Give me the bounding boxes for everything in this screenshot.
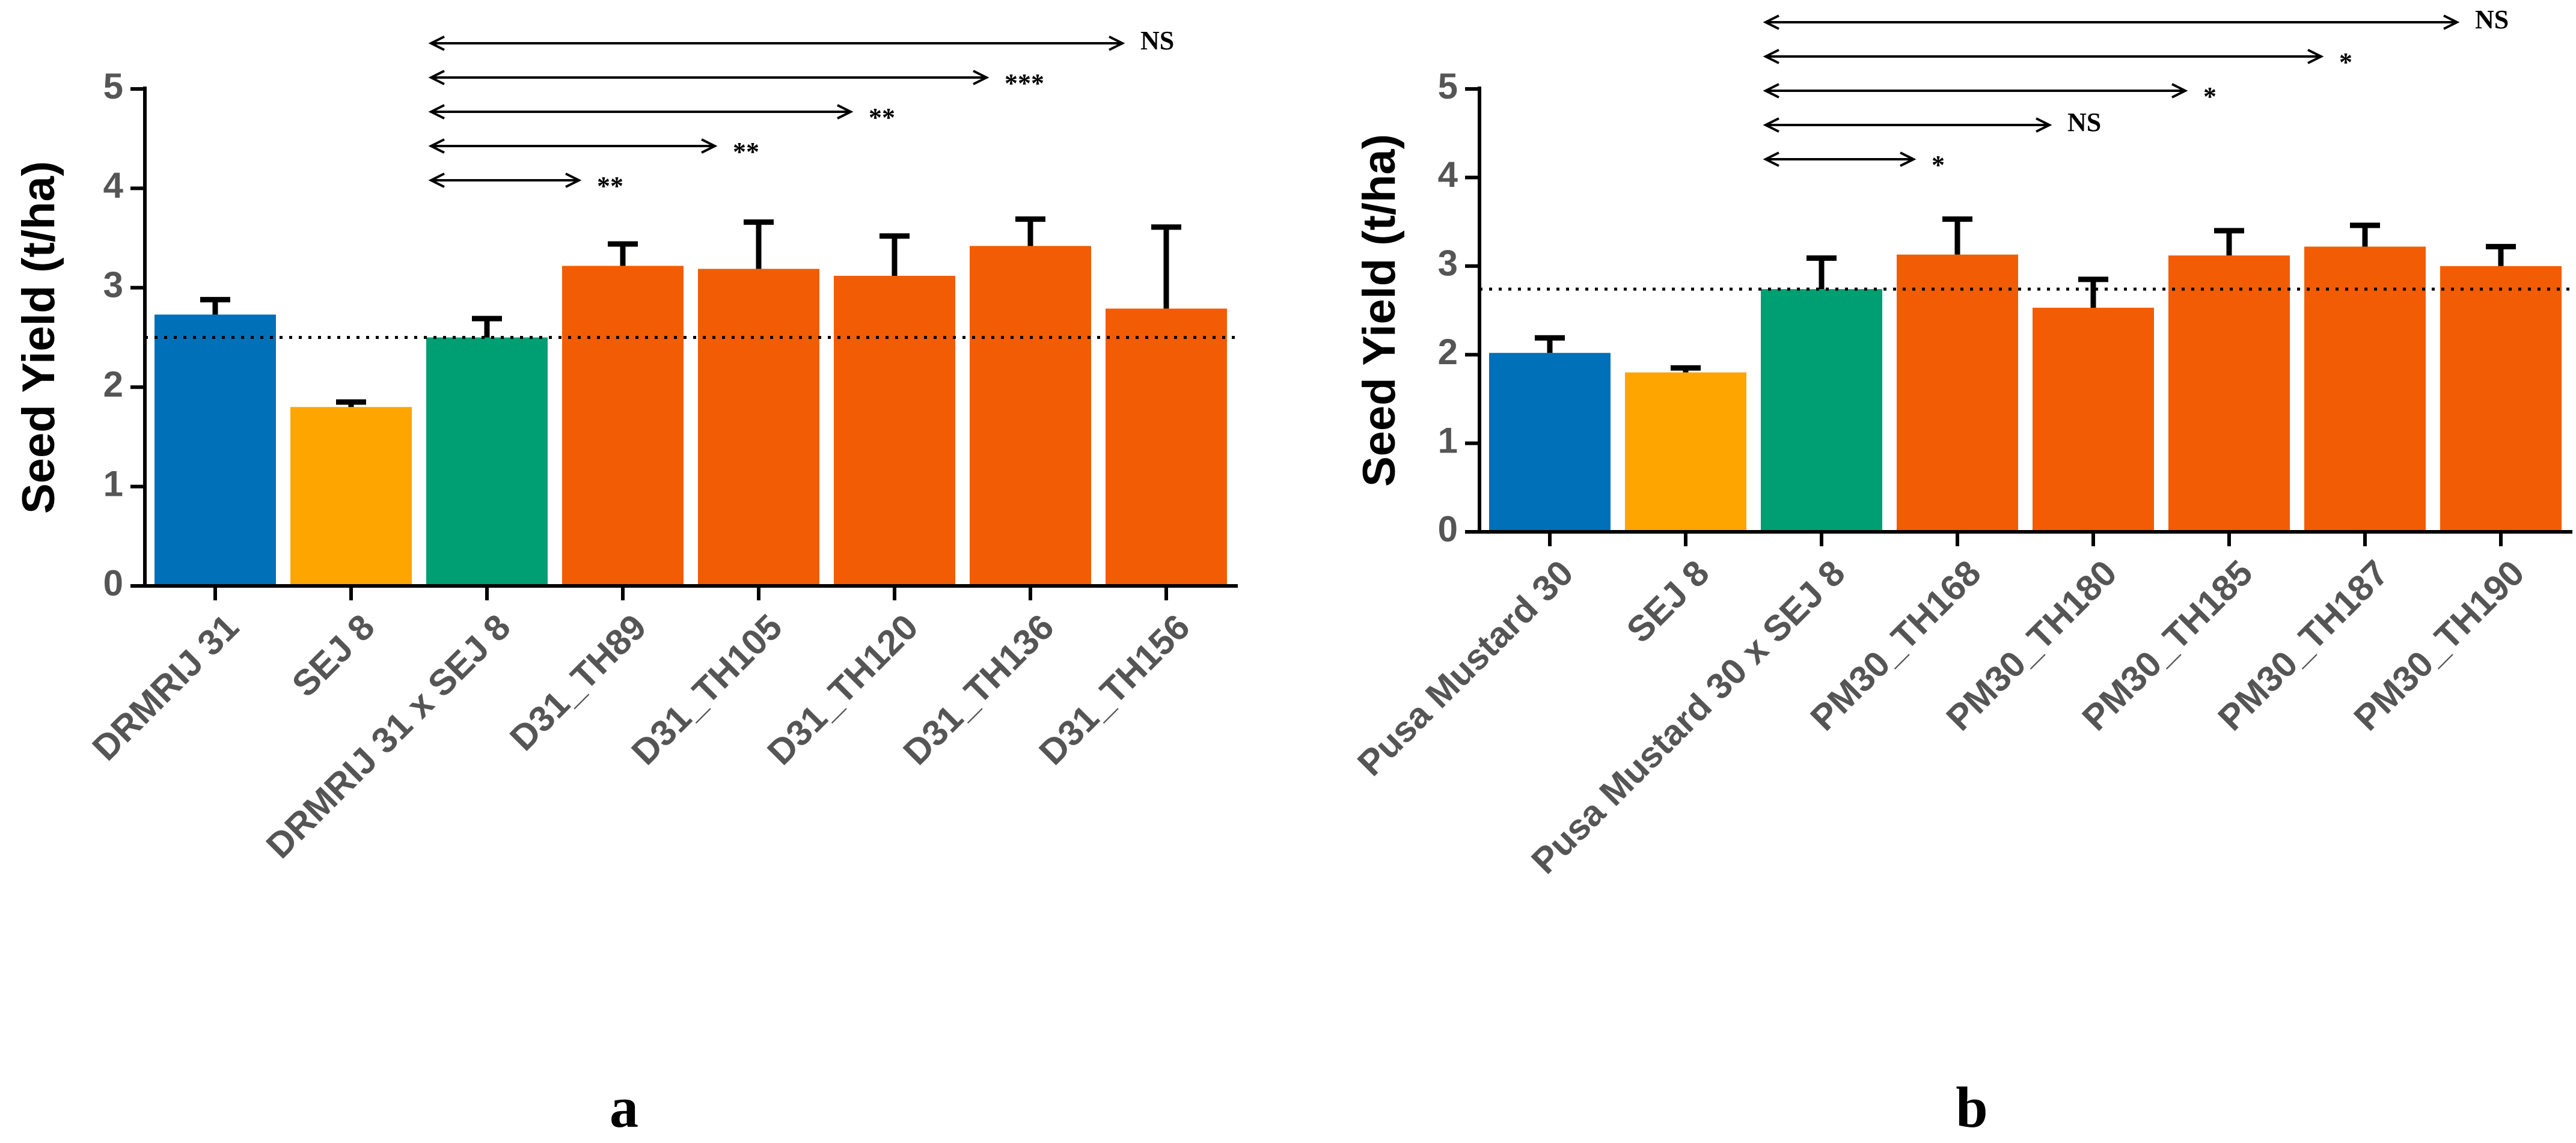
error-bar-7 — [1015, 216, 1045, 246]
significance-label: ** — [733, 137, 759, 166]
panel-letter: b — [1956, 1075, 1987, 1139]
comparison-arrow-2 — [1763, 117, 2052, 133]
comparison-arrow-3 — [428, 104, 854, 120]
y-tick-label: 3 — [103, 265, 123, 305]
y-tick-label: 1 — [1438, 420, 1458, 460]
bar-7 — [2304, 246, 2426, 532]
comparison-arrow-4 — [428, 70, 990, 85]
error-bar-2 — [336, 399, 366, 407]
y-tick-label: 0 — [1438, 509, 1458, 549]
y-tick-label: 2 — [1438, 332, 1458, 372]
bar-4 — [562, 266, 684, 586]
y-tick-label: 5 — [1438, 66, 1458, 106]
comparison-arrow-2 — [428, 138, 718, 154]
error-bar-4 — [608, 241, 638, 266]
y-tick-label: 5 — [103, 66, 123, 106]
y-tick-label: 2 — [103, 364, 123, 404]
error-bar-5 — [744, 219, 774, 269]
error-bar-8 — [2486, 243, 2516, 266]
comparison-arrow-4 — [1763, 49, 2324, 64]
comparison-arrow-1 — [1763, 151, 1917, 167]
error-bar-4 — [1942, 216, 1972, 255]
significance-label: NS — [1140, 26, 1174, 55]
significance-label: NS — [2475, 5, 2509, 34]
error-bar-2 — [1671, 365, 1701, 373]
error-bar-7 — [2350, 222, 2380, 247]
significance-label: * — [2203, 82, 2217, 111]
error-bar-3 — [1807, 255, 1837, 290]
bar-1 — [154, 314, 276, 586]
panel-letter: a — [610, 1075, 638, 1139]
bar-2 — [1625, 372, 1746, 532]
comparison-arrow-5 — [428, 35, 1125, 51]
bar-1 — [1489, 353, 1611, 532]
bar-7 — [970, 246, 1091, 586]
error-bar-6 — [2214, 228, 2244, 256]
comparison-arrow-5 — [1763, 14, 2460, 30]
comparison-arrow-1 — [428, 172, 582, 188]
bar-4 — [1897, 254, 2018, 532]
y-tick-label: 4 — [1438, 154, 1458, 195]
bar-5 — [2033, 308, 2154, 532]
significance-label: * — [1932, 150, 1945, 180]
y-tick-label: 4 — [103, 165, 124, 206]
y-axis-title: Seed Yield (t/ha) — [13, 161, 64, 514]
bar-5 — [698, 269, 819, 586]
error-bar-1 — [200, 297, 230, 315]
significance-label: NS — [2067, 108, 2101, 137]
bar-3 — [1761, 289, 1882, 532]
bar-8 — [1106, 308, 1227, 586]
error-bar-6 — [880, 233, 910, 276]
error-bar-3 — [472, 315, 502, 338]
significance-label: ** — [597, 171, 623, 201]
error-bar-8 — [1151, 224, 1181, 309]
bar-3 — [426, 337, 548, 586]
y-tick-label: 3 — [1438, 243, 1458, 284]
significance-label: ** — [869, 103, 895, 132]
y-axis-title: Seed Yield (t/ha) — [1354, 134, 1405, 487]
comparison-arrow-3 — [1763, 83, 2188, 99]
significance-label: * — [2339, 47, 2352, 77]
y-tick-label: 1 — [103, 463, 123, 504]
significance-label: *** — [1005, 69, 1044, 98]
bar-6 — [834, 275, 955, 586]
error-bar-1 — [1535, 335, 1565, 353]
bar-8 — [2440, 266, 2562, 532]
bar-6 — [2168, 255, 2290, 532]
bar-2 — [290, 407, 412, 586]
y-tick-label: 0 — [103, 563, 123, 603]
error-bar-5 — [2078, 276, 2108, 308]
